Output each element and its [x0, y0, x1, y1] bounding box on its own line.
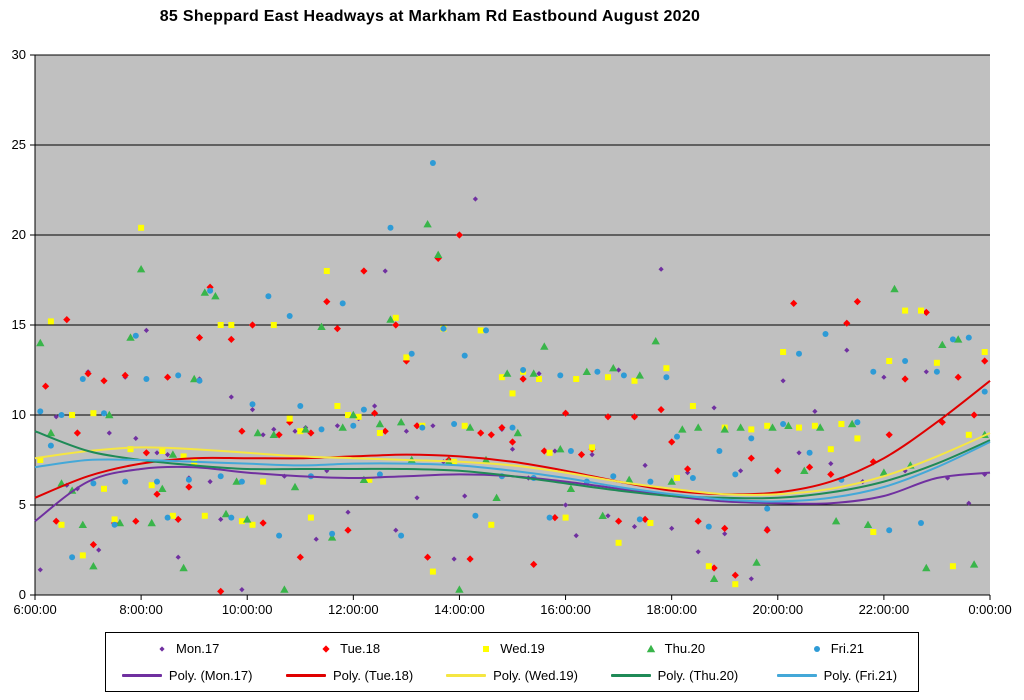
mon17-diamond-icon	[155, 643, 169, 655]
svg-text:0:00:00: 0:00:00	[968, 602, 1011, 617]
fri21-circle-icon	[810, 643, 824, 655]
legend-item-fri21: Fri.21	[756, 635, 918, 662]
svg-text:14:00:00: 14:00:00	[434, 602, 485, 617]
poly-mon17-line-icon	[121, 674, 162, 677]
svg-text:6:00:00: 6:00:00	[13, 602, 56, 617]
svg-text:5: 5	[19, 497, 26, 512]
legend-label-poly-thu20: Poly. (Thu.20)	[657, 668, 739, 683]
svg-text:10:00:00: 10:00:00	[222, 602, 273, 617]
legend-item-poly-wed19: Poly. (Wed.19)	[431, 662, 593, 689]
gridlines	[35, 54, 990, 596]
legend-label-poly-wed19: Poly. (Wed.19)	[493, 668, 578, 683]
thu20-triangle-icon	[644, 643, 658, 655]
trendline-poly-fri-21-	[34, 441, 991, 503]
poly-wed19-line-icon	[446, 674, 487, 677]
legend-item-poly-mon17: Poly. (Mon.17)	[106, 662, 268, 689]
svg-text:25: 25	[12, 137, 26, 152]
svg-text:18:00:00: 18:00:00	[646, 602, 697, 617]
series-tue18	[42, 231, 989, 595]
legend-item-wed19: Wed.19	[431, 635, 593, 662]
legend-item-poly-thu20: Poly. (Thu.20)	[593, 662, 755, 689]
tue18-diamond-icon	[319, 643, 333, 655]
svg-text:30: 30	[12, 47, 26, 62]
svg-text:0: 0	[19, 587, 26, 602]
legend-item-thu20: Thu.20	[593, 635, 755, 662]
svg-text:22:00:00: 22:00:00	[859, 602, 910, 617]
svg-text:20: 20	[12, 227, 26, 242]
legend-item-poly-tue18: Poly. (Tue.18)	[268, 662, 430, 689]
legend: Mon.17 Tue.18 Wed.19 Thu.20 Fri.21	[105, 632, 919, 692]
trendline-poly-tue-18-	[34, 380, 991, 499]
y-axis: 0 5 10 15 20 25 30	[12, 47, 36, 602]
chart-title: 85 Sheppard East Headways at Markham Rd …	[159, 8, 701, 25]
series-wed19	[37, 224, 988, 588]
legend-row-trendlines: Poly. (Mon.17) Poly. (Tue.18) Poly. (Wed…	[106, 662, 918, 689]
wed19-square-icon	[479, 643, 493, 655]
svg-text:15: 15	[12, 317, 26, 332]
poly-thu20-line-icon	[610, 674, 651, 677]
svg-text:8:00:00: 8:00:00	[119, 602, 162, 617]
svg-text:16:00:00: 16:00:00	[540, 602, 591, 617]
legend-row-markers: Mon.17 Tue.18 Wed.19 Thu.20 Fri.21	[106, 635, 918, 662]
legend-label-poly-fri21: Poly. (Fri.21)	[823, 668, 898, 683]
scatter-plot: 0 5 10 15 20 25 30 6:00:00 8:00:00 10:00:00 12:00:…	[12, 47, 1012, 617]
svg-text:10: 10	[12, 407, 26, 422]
legend-label-poly-mon17: Poly. (Mon.17)	[168, 668, 253, 683]
svg-text:12:00:00: 12:00:00	[328, 602, 379, 617]
series-fri21	[37, 160, 988, 561]
legend-label-wed19: Wed.19	[500, 641, 545, 656]
trendline-poly-thu-20-	[34, 430, 991, 500]
legend-item-poly-fri21: Poly. (Fri.21)	[756, 662, 918, 689]
trendline-poly-wed-19-	[34, 432, 991, 496]
legend-item-mon17: Mon.17	[106, 635, 268, 662]
legend-item-tue18: Tue.18	[268, 635, 430, 662]
legend-label-tue18: Tue.18	[340, 641, 381, 656]
svg-text:20:00:00: 20:00:00	[752, 602, 803, 617]
legend-label-poly-tue18: Poly. (Tue.18)	[333, 668, 414, 683]
legend-label-fri21: Fri.21	[830, 641, 864, 656]
x-axis: 6:00:00 8:00:00 10:00:00 12:00:00 14:00:00 16…	[13, 595, 1012, 617]
series-thu20	[36, 220, 989, 593]
poly-fri21-line-icon	[776, 674, 817, 677]
legend-label-thu20: Thu.20	[664, 641, 706, 656]
poly-tue18-line-icon	[286, 674, 326, 677]
legend-label-mon17: Mon.17	[176, 641, 220, 656]
